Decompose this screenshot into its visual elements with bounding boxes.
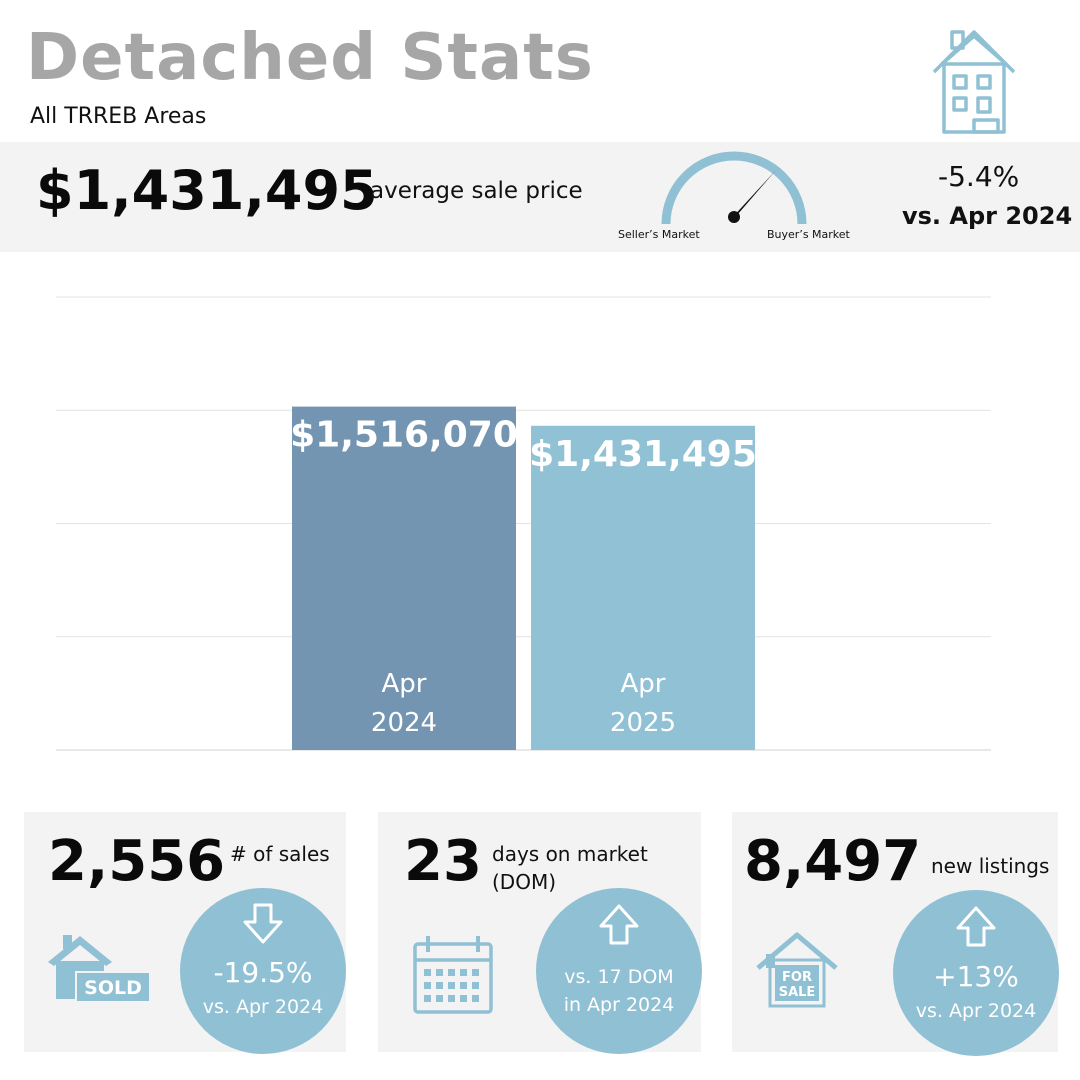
listings-card: 8,497 new listings FOR SALE +13% vs. Apr… [732,812,1059,1056]
dom-label-line-2: (DOM) [492,870,557,894]
average-sale-price: $1,431,495 [36,159,378,222]
bar-value-label: $1,516,070 [290,415,518,456]
bar-apr-2025 [531,425,755,750]
gauge-left-label: Seller’s Market [618,228,700,241]
arrow-down-icon [243,903,283,944]
average-sale-price-label: average sale price [370,178,583,204]
dom-card: 23 days on market (DOM) vs. 17 DOM in Ap… [378,812,702,1054]
dom-count: 23 [404,829,482,894]
house-icon [932,30,1016,134]
bar-category-label: 2025 [610,708,676,738]
market-gauge: Seller’s Market Buyer’s Market [612,146,862,246]
listings-label-line: new listings [931,854,1050,878]
sales-change-badge: -19.5% vs. Apr 2024 [180,888,346,1054]
price-comparison-chart: $1,516,070 Apr 2024 $1,431,495 Apr 2025 [56,296,991,751]
gauge-needle [728,170,776,223]
sales-label: # of sales [230,840,350,868]
gauge-dial [661,151,807,225]
listings-change-badge: +13% vs. Apr 2024 [893,890,1059,1056]
sold-house-icon: SOLD [48,935,151,1003]
dom-change-badge: vs. 17 DOM in Apr 2024 [536,888,702,1054]
listings-label: new listings [931,852,1057,880]
arrow-up-icon [956,906,996,947]
arrow-up-icon [599,904,639,945]
listings-count: 8,497 [744,829,922,894]
bar-apr-2024 [292,406,516,750]
sales-card: 2,556 # of sales SOLD -19.5% vs. Apr 202… [24,812,346,1054]
sales-change-percent: -19.5% [213,956,313,989]
for-sale-text-line-1: FOR [782,970,812,985]
listings-change-percent: +13% [933,960,1019,993]
price-change-compare: vs. Apr 2024 [902,202,1073,230]
page-subtitle: All TRREB Areas [30,104,207,129]
page-title: Detached Stats [26,21,594,95]
summary-band [0,142,1080,252]
for-sale-house-icon: FOR SALE [756,932,838,1008]
sales-count: 2,556 [48,829,226,894]
bar-category-label: Apr [621,669,666,699]
price-change-percent: -5.4% [938,160,1020,193]
sales-change-compare: vs. Apr 2024 [202,996,324,1018]
sales-label-line: # of sales [230,842,330,866]
bar-category-label: Apr [382,669,427,699]
dom-compare-line-2: in Apr 2024 [563,994,675,1016]
calendar-icon [413,936,493,1014]
gauge-right-label: Buyer’s Market [767,228,850,241]
sold-icon-text: SOLD [84,977,142,999]
dom-label: days on market (DOM) [492,840,692,896]
dom-compare-line-1: vs. 17 DOM [564,966,674,988]
listings-change-compare: vs. Apr 2024 [915,1000,1037,1022]
bar-category-label: 2024 [371,708,437,738]
for-sale-text-line-2: SALE [779,985,816,1000]
bar-value-label: $1,431,495 [529,434,757,475]
dom-label-line-1: days on market [492,842,648,866]
